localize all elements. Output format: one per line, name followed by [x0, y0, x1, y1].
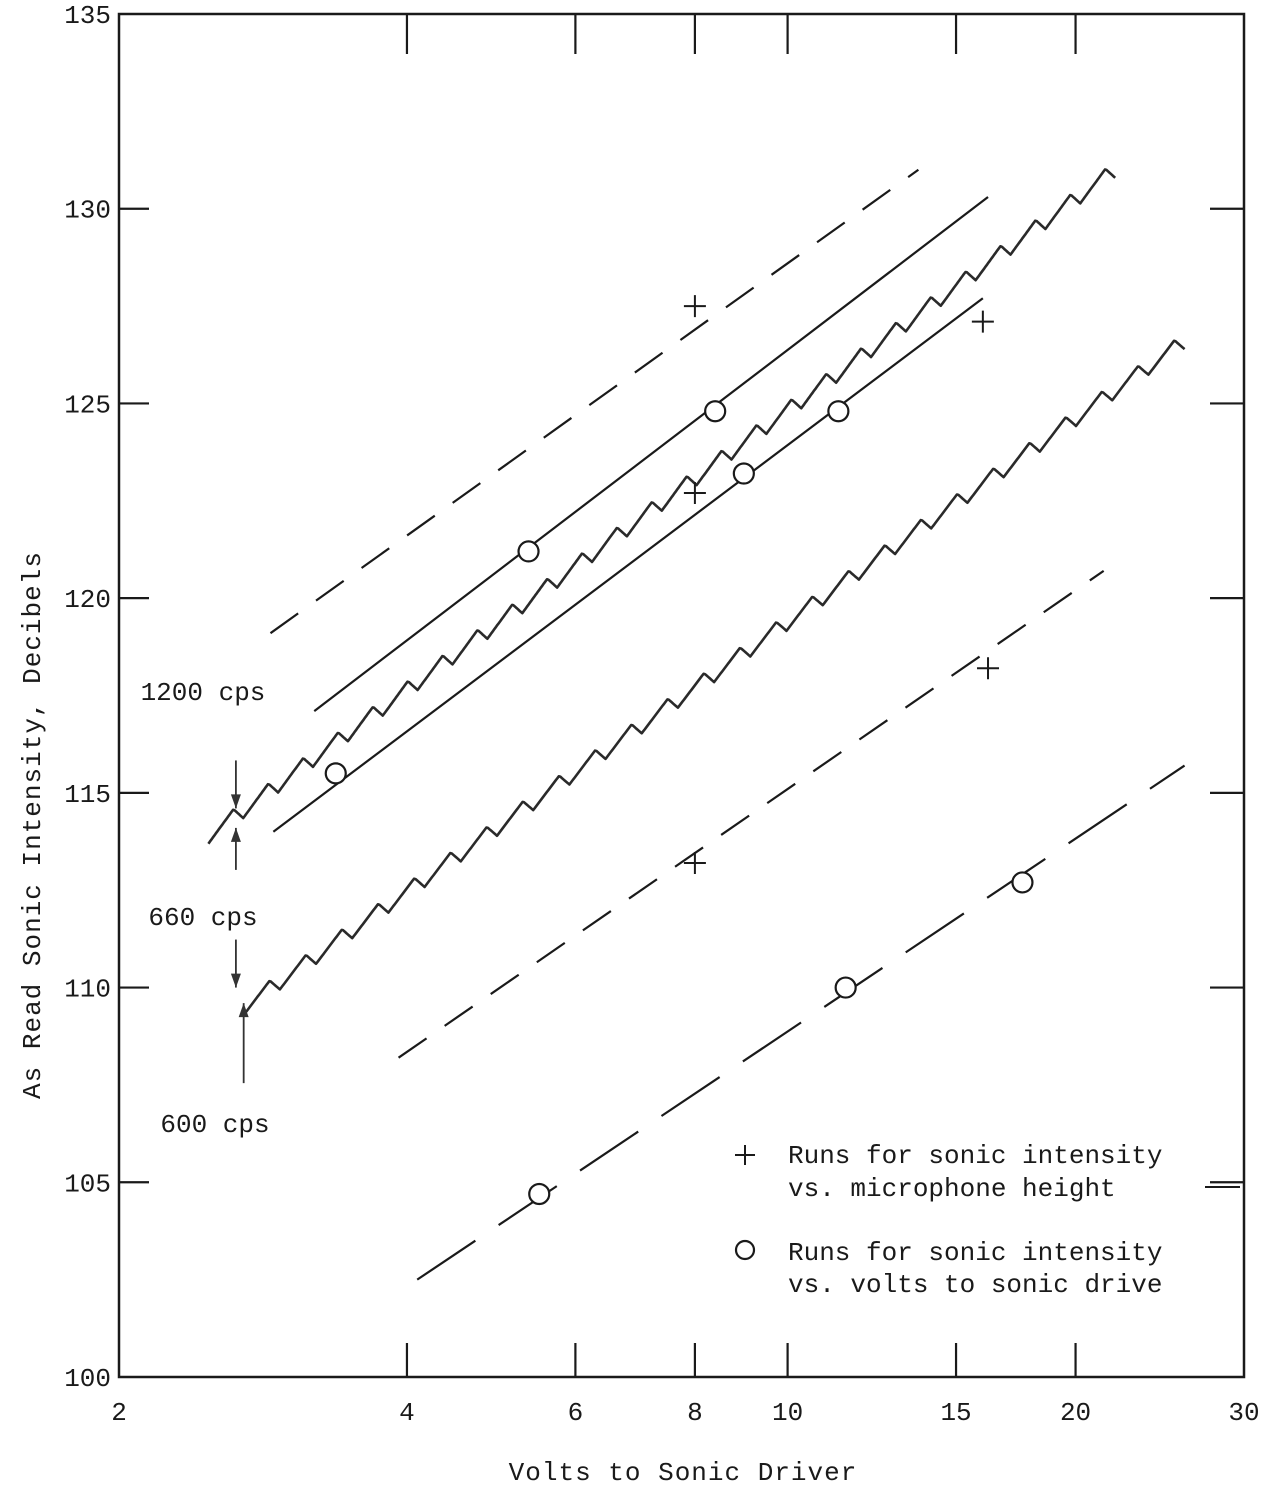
legend-plus-marker [735, 1145, 755, 1165]
legend-text-line1: Runs for sonic intensity [788, 1141, 1162, 1171]
y-axis-title: As Read Sonic Intensity, Decibels [18, 551, 48, 1099]
annotation-arrowhead [230, 973, 241, 988]
circle-marker [732, 462, 755, 485]
x-tick-label: 4 [399, 1398, 415, 1428]
circle-marker [324, 762, 347, 785]
plus-marker [683, 481, 706, 504]
plot-frame [117, 12, 1246, 1379]
frequency-annotation: 600 cps [160, 1110, 269, 1140]
x-tick-label: 10 [772, 1398, 803, 1428]
y-tick-label: 115 [64, 780, 111, 810]
annotation-arrowhead [230, 827, 241, 842]
plus-marker [683, 295, 706, 318]
plus-marker [683, 851, 706, 874]
circle-marker [834, 976, 857, 999]
y-tick-label: 105 [64, 1169, 111, 1199]
legend-circle-marker [734, 1239, 756, 1261]
y-tick-label: 100 [64, 1364, 111, 1394]
solid-fit-line [313, 196, 989, 712]
annotation-arrowhead [230, 794, 241, 809]
dashed-fit-line [269, 168, 920, 635]
x-tick-label: 20 [1060, 1398, 1091, 1428]
x-tick-label: 30 [1228, 1398, 1259, 1428]
x-axis-title: Volts to Sonic Driver [509, 1458, 858, 1488]
annotation-arrowhead [238, 1003, 249, 1018]
circle-marker [1011, 871, 1034, 894]
circle-marker [517, 540, 540, 563]
dashed-fit-line [397, 569, 1105, 1059]
legend-text-line2: vs. volts to sonic drive [788, 1270, 1162, 1300]
circle-marker [704, 400, 727, 423]
y-tick-label: 130 [64, 196, 111, 226]
plus-marker [971, 310, 994, 333]
x-tick-label: 8 [687, 1398, 703, 1428]
wavy-trace-line [242, 339, 1186, 1016]
x-tick-label: 6 [568, 1398, 584, 1428]
y-tick-label: 125 [64, 390, 111, 420]
y-tick-label: 135 [64, 1, 111, 31]
legend-text-line1: Runs for sonic intensity [788, 1238, 1162, 1268]
circle-marker [827, 400, 850, 423]
solid-fit-line [272, 297, 984, 833]
circle-marker [528, 1182, 551, 1206]
x-tick-label: 15 [940, 1398, 971, 1428]
legend-text-line2: vs. microphone height [788, 1174, 1116, 1204]
plus-marker [977, 657, 1000, 680]
frequency-annotation: 660 cps [148, 903, 257, 933]
y-tick-label: 120 [64, 585, 111, 615]
wavy-trace-line [207, 168, 1117, 845]
x-tick-label: 2 [111, 1398, 127, 1428]
frequency-annotation: 1200 cps [141, 678, 266, 708]
y-tick-label: 110 [64, 975, 111, 1005]
